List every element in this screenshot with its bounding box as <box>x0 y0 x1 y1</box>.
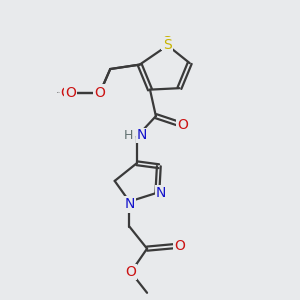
Text: O: O <box>65 85 76 100</box>
Text: O: O <box>174 239 185 253</box>
Text: N: N <box>124 197 135 212</box>
Text: N: N <box>137 128 147 142</box>
Text: methoxy: methoxy <box>69 91 75 93</box>
Text: O: O <box>94 85 105 100</box>
Text: H: H <box>124 129 133 142</box>
Text: O: O <box>94 85 105 100</box>
Text: O: O <box>125 265 136 279</box>
Text: N: N <box>156 186 166 200</box>
Text: S: S <box>163 38 172 52</box>
Text: S: S <box>162 35 171 49</box>
Text: O: O <box>177 118 188 132</box>
Text: O: O <box>61 85 71 100</box>
Text: methoxy: methoxy <box>57 92 63 93</box>
